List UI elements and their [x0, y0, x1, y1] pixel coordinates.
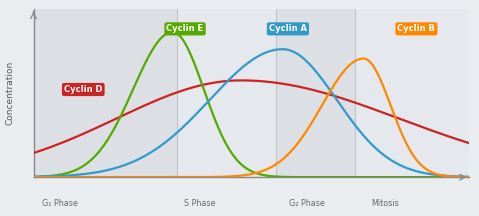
Text: Cyclin D: Cyclin D — [64, 85, 103, 94]
Text: Cyclin E: Cyclin E — [167, 24, 204, 33]
Text: Cyclin A: Cyclin A — [269, 24, 307, 33]
Text: G₁ Phase: G₁ Phase — [42, 199, 78, 208]
Text: G₂ Phase: G₂ Phase — [288, 199, 324, 208]
Bar — [276, 9, 355, 177]
Text: Cyclin B: Cyclin B — [398, 24, 435, 33]
Text: S Phase: S Phase — [184, 199, 216, 208]
Bar — [355, 9, 469, 177]
Bar — [34, 9, 177, 177]
Text: Concentration: Concentration — [5, 61, 14, 125]
Bar — [177, 9, 276, 177]
Text: Mitosis: Mitosis — [371, 199, 399, 208]
